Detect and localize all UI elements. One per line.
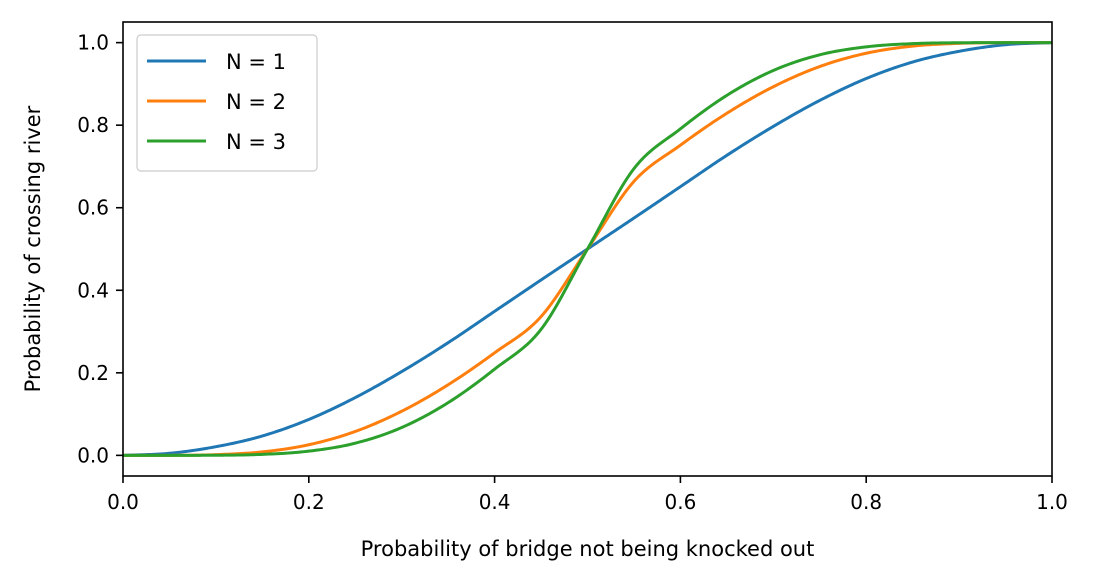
series-layer	[122, 41, 1053, 457]
x-tick-label: 0.2	[293, 490, 325, 514]
plot-frame	[122, 21, 1053, 477]
y-tick-label: 0.6	[77, 196, 109, 220]
x-tick-label: 0.4	[479, 490, 511, 514]
legend-label-1: N = 1	[226, 50, 286, 74]
y-tick-label: 1.0	[77, 31, 109, 55]
y-axis-label: Probability of crossing river	[21, 105, 45, 392]
series-line-3	[123, 41, 1052, 457]
x-tick-label: 0.8	[850, 490, 882, 514]
x-axis-label: Probability of bridge not being knocked …	[361, 537, 815, 561]
x-tick-label: 0.6	[664, 490, 696, 514]
y-tick-label: 0.0	[77, 443, 109, 467]
x-tick-label: 0.0	[107, 490, 139, 514]
x-tick-label: 1.0	[1036, 490, 1068, 514]
legend-label-3: N = 3	[226, 130, 286, 154]
ticks-layer: 0.0 0.2 0.4 0.6 0.8 1.0 0.0 0.2 0.4 0.6 0.8 1.0	[77, 31, 1068, 514]
legend-box	[136, 34, 318, 172]
y-tick-label: 0.4	[77, 278, 109, 302]
legend: N = 1 N = 2 N = 3	[136, 34, 318, 172]
legend-label-2: N = 2	[226, 90, 286, 114]
y-tick-label: 0.2	[77, 361, 109, 385]
y-tick-label: 0.8	[77, 113, 109, 137]
